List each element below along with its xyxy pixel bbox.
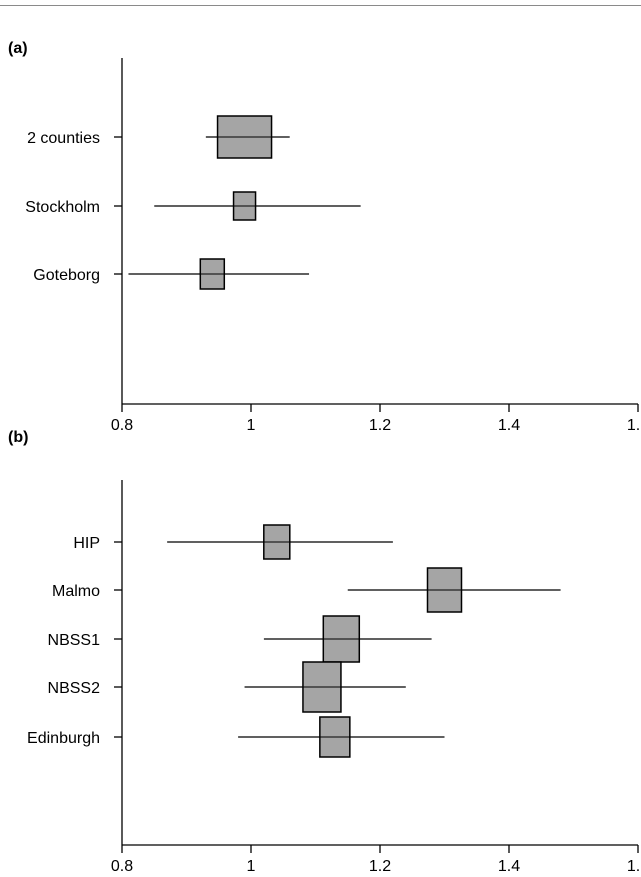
x-tick-label: 1.6	[627, 858, 641, 875]
category-label: 2 counties	[27, 130, 100, 147]
x-tick-label: 1.2	[369, 858, 391, 875]
panel-b-letter: (b)	[8, 429, 29, 446]
x-tick-label: 0.8	[111, 417, 133, 434]
category-label: NBSS2	[48, 680, 101, 697]
category-label: HIP	[73, 535, 100, 552]
x-tick-label: 1	[247, 858, 256, 875]
x-tick-label: 1.6	[627, 417, 641, 434]
top-rule	[0, 5, 641, 6]
x-tick-label: 0.8	[111, 858, 133, 875]
category-label: Stockholm	[25, 199, 100, 216]
x-tick-label: 1.4	[498, 858, 520, 875]
category-label: Malmo	[52, 583, 100, 600]
category-label: Edinburgh	[27, 730, 100, 747]
panel-a-letter: (a)	[8, 40, 28, 57]
x-tick-label: 1	[247, 417, 256, 434]
category-label: Goteborg	[33, 267, 100, 284]
x-tick-label: 1.2	[369, 417, 391, 434]
x-tick-label: 1.4	[498, 417, 520, 434]
category-label: NBSS1	[48, 632, 101, 649]
